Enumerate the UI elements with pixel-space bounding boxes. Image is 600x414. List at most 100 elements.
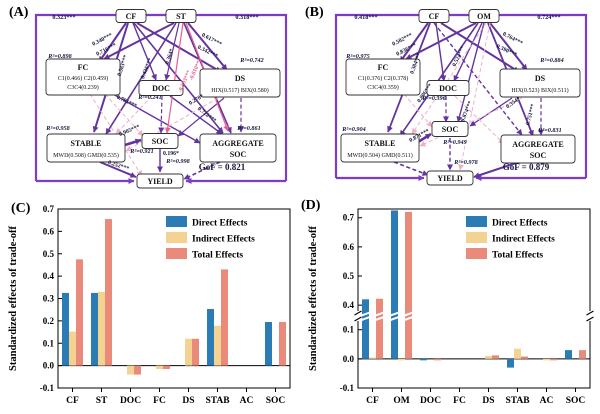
sem-path-arrow <box>164 22 180 81</box>
bar-ac-2 <box>550 358 557 361</box>
sem-node-label: CF <box>126 12 137 21</box>
axis-break-mask <box>586 310 594 321</box>
x-tick-label: DOC <box>120 396 141 406</box>
bar-doc-2 <box>434 358 441 361</box>
y-tick-label: -0.1 <box>340 383 355 393</box>
legend-swatch <box>166 248 187 259</box>
x-tick-label: DOC <box>420 396 441 406</box>
bar-break-mark <box>375 311 384 317</box>
axis-break-slash <box>354 316 362 322</box>
plot-box <box>357 208 591 389</box>
sem-node-fc <box>345 58 421 96</box>
bar-break-mark <box>404 315 413 322</box>
sem-path-arrow <box>133 22 224 134</box>
sem-node-soc <box>141 133 179 149</box>
legend-label: Direct Effects <box>192 219 248 229</box>
bar-ds-2 <box>492 355 499 359</box>
sem-coef-label: R²=0.884 <box>539 57 563 64</box>
sem-coef-label: 0.418*** <box>354 14 377 21</box>
sem-node-doc <box>138 80 184 96</box>
sem-node-aggregate <box>199 133 277 163</box>
legend-swatch <box>466 248 487 259</box>
sem-border <box>334 13 588 178</box>
sem-path-arrow <box>419 97 523 147</box>
sem-coef-label: R²=0.241 <box>137 94 161 101</box>
bar-break-mark <box>375 315 384 322</box>
bar-cf-2 <box>76 259 83 366</box>
sem-coef-label: 0.364* <box>165 48 176 65</box>
legend-swatch <box>166 216 187 227</box>
bar-st-0 <box>91 292 98 366</box>
y-tick-label: 0.3 <box>43 294 55 304</box>
sem-node-label: DOC <box>439 84 457 93</box>
sem-coef-label: 0.318*** <box>235 14 258 21</box>
bar-cf-0 <box>362 299 369 359</box>
x-tick-label: OM <box>393 396 409 406</box>
sem-node-label: C3C4(0.359) <box>367 84 399 91</box>
bar-st-1 <box>98 291 105 366</box>
bar-stab-2 <box>521 356 528 359</box>
sem-coef-label: GoF = 0.879 <box>503 162 550 172</box>
sem-path-arrow <box>132 22 157 81</box>
sem-node-stable <box>340 133 420 163</box>
sem-path-arrow <box>115 95 153 135</box>
y-tick-label: 0.1 <box>343 325 355 335</box>
y-tick-label: -0.1 <box>40 383 55 393</box>
bar-soc-2 <box>579 350 586 359</box>
bar-doc-2 <box>134 365 141 375</box>
sem-path-arrow <box>399 22 479 137</box>
x-tick-label: CF <box>66 396 79 406</box>
sem-path-arrow <box>435 22 447 82</box>
x-tick-label: DS <box>182 396 194 406</box>
bar-stab-1 <box>214 325 221 366</box>
bar-break-mark <box>361 315 370 322</box>
sem-node-label: HIX(0.523) BIX(0.511) <box>511 87 568 94</box>
sem-coef-label: GoF = 0.821 <box>199 162 246 172</box>
bar-stab-2 <box>221 269 228 366</box>
sem-path-arrow <box>158 95 165 134</box>
sem-node-label: HIX(0.517) BIX(0.580) <box>211 87 269 94</box>
x-tick-label: FC <box>153 396 166 406</box>
sem-coef-label: R²=0.861 <box>236 125 260 132</box>
sem-path-arrow <box>411 22 487 135</box>
y-tick-label: 0.6 <box>43 226 55 236</box>
sem-node-soc <box>431 121 469 137</box>
bar-soc-2 <box>279 321 286 366</box>
sem-path-arrow <box>183 161 221 180</box>
sem-path-arrow <box>125 97 219 152</box>
sem-node-cf <box>418 9 450 23</box>
sem-path-arrow <box>417 132 432 144</box>
sem-node-label: FC <box>78 63 89 72</box>
y-tick-label: 0.6 <box>343 242 355 252</box>
sem-path-arrow <box>453 22 483 82</box>
y-axis-label: Standardized effects of trade-off <box>308 226 319 371</box>
sem-path-arrow <box>105 22 177 135</box>
y-tick-label: 0.7 <box>43 204 55 214</box>
x-tick-label: FC <box>453 396 466 406</box>
sem-node-label: SOC <box>530 151 547 160</box>
sem-coef-label: 0.781*** <box>115 95 137 110</box>
sem-node-cf <box>115 9 147 23</box>
legend-label: Total Effects <box>492 251 543 261</box>
legend-label: Direct Effects <box>492 219 548 229</box>
sem-node-label: C1(0.376) C2(0.378) <box>358 75 409 82</box>
bar-ac-1 <box>543 358 550 361</box>
sem-node-yield <box>136 173 184 189</box>
bar-ds-1 <box>185 338 192 366</box>
sem-path-arrow <box>458 22 491 171</box>
sem-node-ds <box>199 68 281 98</box>
sem-node-label: STABLE <box>365 139 396 148</box>
y-tick-label: 0.0 <box>343 354 355 364</box>
sem-path-arrow <box>473 162 517 179</box>
sem-node-label: AGGREGATE <box>512 140 563 149</box>
bar-om-0 <box>391 210 398 359</box>
x-tick-label: SOC <box>566 396 586 406</box>
bar-stab-0 <box>507 358 514 368</box>
y-tick-label: 0.2 <box>43 316 55 326</box>
sem-node-doc <box>426 80 470 96</box>
bar-break-mark <box>404 311 413 317</box>
bar-cf-2 <box>376 298 383 359</box>
axis-break-mask <box>354 310 362 321</box>
bar-doc-1 <box>127 365 134 375</box>
sem-node-label: YIELD <box>147 177 173 186</box>
